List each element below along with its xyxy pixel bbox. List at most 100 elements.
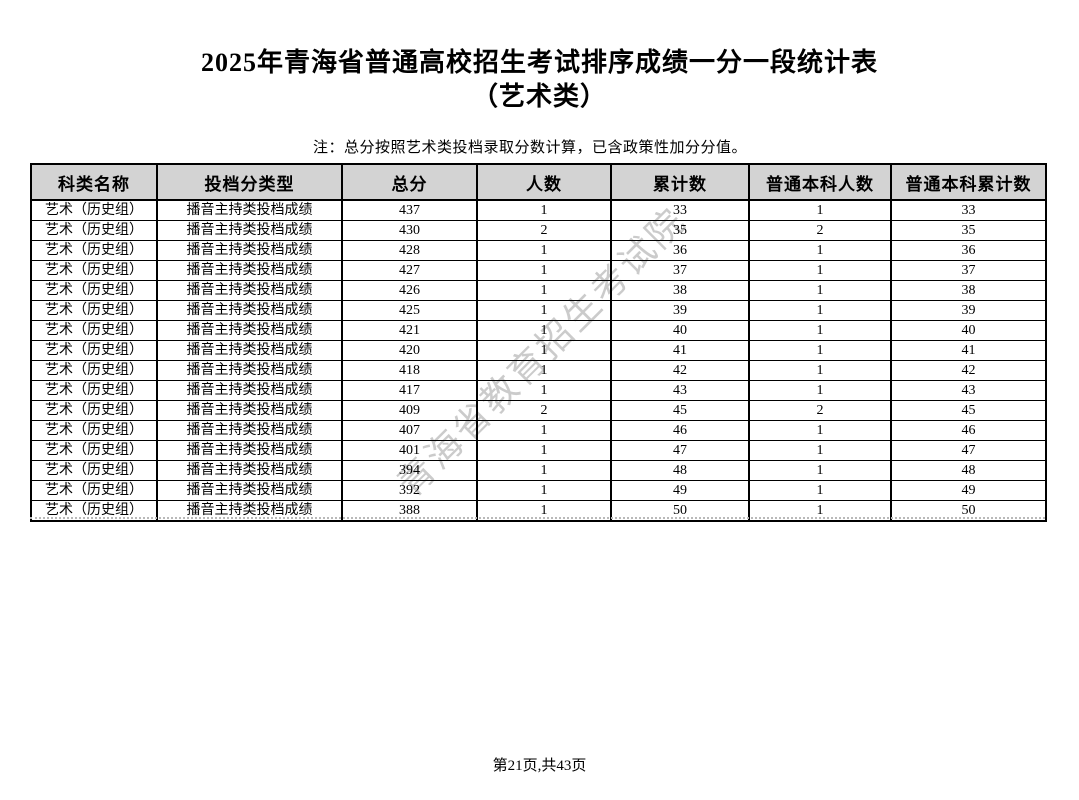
table-cell: 1	[748, 440, 892, 461]
table-cell: 36	[890, 240, 1047, 261]
page-footer: 第21页,共43页	[492, 758, 587, 774]
column-header-5: 普通本科人数	[748, 163, 892, 201]
table-row: 艺术（历史组） 播音主持类投档成绩 428 1 36 1 36	[30, 240, 1047, 261]
table-cell: 1	[476, 440, 612, 461]
table-row: 艺术（历史组） 播音主持类投档成绩 430 2 35 2 35	[30, 220, 1047, 241]
table-cell: 46	[890, 420, 1047, 441]
table-cell: 43	[890, 380, 1047, 401]
table-cell: 播音主持类投档成绩	[156, 320, 343, 341]
table-cell: 388	[341, 500, 478, 522]
table-cell: 39	[890, 300, 1047, 321]
table-cell: 1	[476, 260, 612, 281]
score-table-body: 艺术（历史组） 播音主持类投档成绩 437 1 33 1 33 艺术（历史组） 播音主持类投档成…	[30, 199, 1047, 522]
page-title: 2025年青海省普通高校招生考试排序成绩一分一段统计表 （艺术类）	[0, 46, 1079, 114]
table-cell: 50	[890, 500, 1047, 522]
table-cell: 1	[748, 340, 892, 361]
table-cell: 40	[890, 320, 1047, 341]
table-row: 艺术（历史组） 播音主持类投档成绩 427 1 37 1 37	[30, 260, 1047, 281]
table-cell: 1	[748, 300, 892, 321]
table-cell: 35	[610, 220, 750, 241]
table-cell: 播音主持类投档成绩	[156, 420, 343, 441]
table-row: 艺术（历史组） 播音主持类投档成绩 417 1 43 1 43	[30, 380, 1047, 401]
table-cell: 1	[476, 380, 612, 401]
table-row: 艺术（历史组） 播音主持类投档成绩 409 2 45 2 45	[30, 400, 1047, 421]
table-cell: 421	[341, 320, 478, 341]
table-row: 艺术（历史组） 播音主持类投档成绩 426 1 38 1 38	[30, 280, 1047, 301]
table-cell: 428	[341, 240, 478, 261]
column-header-0: 科类名称	[30, 163, 158, 201]
table-header-row: 科类名称 投档分类型 总分 人数 累计数 普通本科人数 普通本科累计数	[30, 163, 1047, 201]
table-cell: 48	[890, 460, 1047, 481]
score-table: 科类名称 投档分类型 总分 人数 累计数 普通本科人数 普通本科累计数 艺术（历史组） 播音主…	[30, 163, 1047, 522]
table-cell: 1	[748, 260, 892, 281]
table-row: 艺术（历史组） 播音主持类投档成绩 425 1 39 1 39	[30, 300, 1047, 321]
column-header-1: 投档分类型	[156, 163, 343, 201]
table-cell: 401	[341, 440, 478, 461]
table-cell: 播音主持类投档成绩	[156, 220, 343, 241]
table-cell: 427	[341, 260, 478, 281]
table-cell: 392	[341, 480, 478, 501]
table-row: 艺术（历史组） 播音主持类投档成绩 388 1 50 1 50	[30, 500, 1047, 522]
table-cell: 45	[610, 400, 750, 421]
table-cell: 1	[476, 280, 612, 301]
table-cell: 1	[476, 320, 612, 341]
table-cell: 1	[748, 199, 892, 221]
table-cell: 2	[476, 400, 612, 421]
table-cell: 1	[748, 420, 892, 441]
table-row: 艺术（历史组） 播音主持类投档成绩 392 1 49 1 49	[30, 480, 1047, 501]
table-cell: 42	[890, 360, 1047, 381]
table-cell: 1	[476, 500, 612, 522]
table-cell: 艺术（历史组）	[30, 360, 158, 381]
table-cell: 1	[476, 340, 612, 361]
table-cell: 430	[341, 220, 478, 241]
table-cell: 艺术（历史组）	[30, 340, 158, 361]
table-cell: 407	[341, 420, 478, 441]
table-cell: 播音主持类投档成绩	[156, 480, 343, 501]
table-cell: 48	[610, 460, 750, 481]
table-cell: 41	[610, 340, 750, 361]
table-cell: 播音主持类投档成绩	[156, 280, 343, 301]
table-cell: 艺术（历史组）	[30, 260, 158, 281]
table-row: 艺术（历史组） 播音主持类投档成绩 407 1 46 1 46	[30, 420, 1047, 441]
table-cell: 38	[890, 280, 1047, 301]
table-cell: 47	[610, 440, 750, 461]
table-cell: 1	[476, 420, 612, 441]
column-header-2: 总分	[341, 163, 478, 201]
table-cell: 播音主持类投档成绩	[156, 199, 343, 221]
table-cell: 1	[748, 240, 892, 261]
table-cell: 2	[748, 220, 892, 241]
table-cell: 1	[748, 280, 892, 301]
table-cell: 艺术（历史组）	[30, 320, 158, 341]
table-cell: 33	[610, 199, 750, 221]
table-cell: 40	[610, 320, 750, 341]
table-cell: 425	[341, 300, 478, 321]
table-cell: 42	[610, 360, 750, 381]
table-cell: 426	[341, 280, 478, 301]
table-row: 艺术（历史组） 播音主持类投档成绩 421 1 40 1 40	[30, 320, 1047, 341]
table-cell: 艺术（历史组）	[30, 480, 158, 501]
table-cell: 49	[890, 480, 1047, 501]
table-cell: 1	[476, 300, 612, 321]
page-break-dotted-line	[30, 517, 1045, 519]
table-cell: 43	[610, 380, 750, 401]
table-cell: 1	[748, 360, 892, 381]
table-cell: 1	[748, 320, 892, 341]
table-row: 艺术（历史组） 播音主持类投档成绩 420 1 41 1 41	[30, 340, 1047, 361]
table-cell: 艺术（历史组）	[30, 380, 158, 401]
table-cell: 艺术（历史组）	[30, 460, 158, 481]
table-cell: 36	[610, 240, 750, 261]
table-cell: 播音主持类投档成绩	[156, 500, 343, 522]
table-cell: 艺术（历史组）	[30, 300, 158, 321]
table-note: 注：总分按照艺术类投档录取分数计算，已含政策性加分分值。	[312, 140, 747, 156]
table-row: 艺术（历史组） 播音主持类投档成绩 401 1 47 1 47	[30, 440, 1047, 461]
table-cell: 1	[748, 380, 892, 401]
table-cell: 艺术（历史组）	[30, 400, 158, 421]
table-cell: 播音主持类投档成绩	[156, 360, 343, 381]
table-cell: 50	[610, 500, 750, 522]
table-cell: 46	[610, 420, 750, 441]
column-header-4: 累计数	[610, 163, 750, 201]
table-cell: 艺术（历史组）	[30, 420, 158, 441]
table-cell: 艺术（历史组）	[30, 500, 158, 522]
table-cell: 437	[341, 199, 478, 221]
